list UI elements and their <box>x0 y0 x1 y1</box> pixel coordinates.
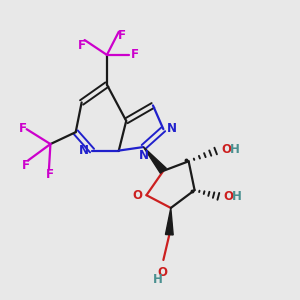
Text: O: O <box>221 143 231 156</box>
Text: H: H <box>153 273 163 286</box>
Text: F: F <box>19 122 27 134</box>
Polygon shape <box>166 208 173 235</box>
Text: F: F <box>78 39 86 52</box>
Text: F: F <box>22 159 30 172</box>
Text: F: F <box>46 168 53 181</box>
Text: O: O <box>158 266 168 279</box>
Text: O: O <box>224 190 234 203</box>
Text: O: O <box>132 189 142 202</box>
Text: N: N <box>167 122 177 135</box>
Text: N: N <box>79 144 89 157</box>
Polygon shape <box>143 147 166 173</box>
Text: F: F <box>131 48 139 61</box>
Text: F: F <box>118 29 126 42</box>
Text: N: N <box>139 149 149 162</box>
Text: H: H <box>230 143 239 156</box>
Text: H: H <box>232 190 242 203</box>
